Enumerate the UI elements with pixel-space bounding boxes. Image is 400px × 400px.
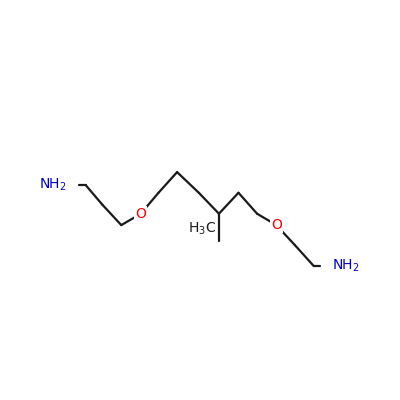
- Text: H$_3$C: H$_3$C: [188, 221, 216, 238]
- Text: O: O: [135, 207, 146, 221]
- Text: NH$_2$: NH$_2$: [39, 177, 67, 193]
- Text: O: O: [271, 218, 282, 232]
- Text: NH$_2$: NH$_2$: [332, 258, 360, 274]
